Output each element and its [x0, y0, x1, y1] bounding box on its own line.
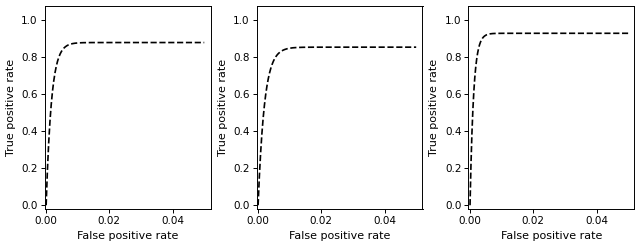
Y-axis label: True positive rate: True positive rate	[218, 59, 227, 156]
X-axis label: False positive rate: False positive rate	[500, 231, 602, 242]
Y-axis label: True positive rate: True positive rate	[6, 59, 15, 156]
X-axis label: False positive rate: False positive rate	[289, 231, 390, 242]
X-axis label: False positive rate: False positive rate	[77, 231, 179, 242]
Y-axis label: True positive rate: True positive rate	[429, 59, 440, 156]
